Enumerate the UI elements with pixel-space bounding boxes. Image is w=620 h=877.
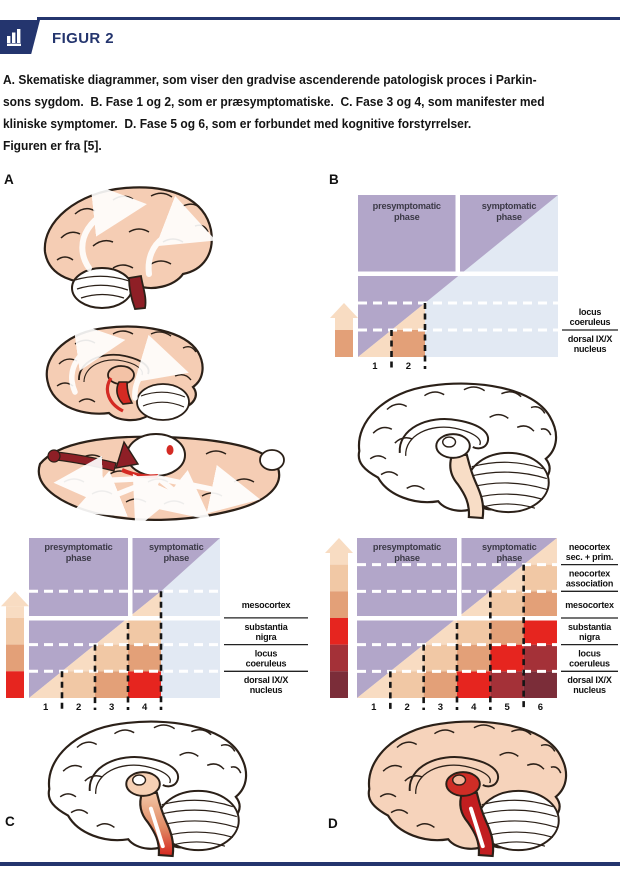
phase-label-presymptomatic: presymptomatic phase (373, 201, 441, 222)
severity-arrow-band (6, 671, 24, 698)
brain-sagittal-c (32, 710, 262, 858)
stage-number: 2 (406, 361, 411, 372)
figure-title: FIGUR 2 (52, 30, 114, 47)
brain-sagittal-b (342, 372, 572, 520)
severity-arrow-band (330, 552, 348, 565)
header-rule (37, 17, 620, 20)
panel-a-label: A (4, 172, 14, 187)
severity-arrow-band (330, 617, 348, 645)
stage-number: 1 (372, 361, 378, 372)
severity-arrow-band (6, 617, 24, 645)
severity-arrow-head (325, 537, 353, 553)
region-label-mesocortex: mesocortex (242, 600, 291, 610)
region-label-locus-coeruleus: locus coeruleus (246, 648, 287, 668)
caption-line: Figuren er fra [5]. (3, 138, 102, 153)
brain-sagittal-d (352, 710, 582, 858)
severity-arrow-band (330, 671, 348, 698)
severity-arrow-band (330, 564, 348, 592)
region-label-dorsal-ix/x-nucleus: dorsal IX/X nucleus (567, 675, 612, 695)
figure-badge (0, 20, 40, 54)
region-label-substantia-nigra: substantia nigra (244, 622, 288, 642)
region-label-locus-coeruleus: locus coeruleus (569, 648, 610, 668)
caption-line: kliniske symptomer. D. Fase 5 og 6, som … (3, 116, 472, 131)
region-label-neocortex-association: neocortex association (566, 568, 613, 588)
severity-arrow-band (335, 318, 353, 330)
brain-ventral-illustration (30, 430, 293, 522)
bar-chart-icon (7, 29, 21, 46)
severity-arrow-band (330, 644, 348, 672)
severity-arrow-band (6, 606, 24, 618)
caption-line: sons sygdom. B. Fase 1 og 2, som er præs… (3, 94, 545, 109)
figure-caption: A. Skematiske diagrammer, som viser den … (3, 69, 620, 157)
footer-rule (0, 862, 620, 866)
stair-diagram-b: 1 2 presymptomatic phase symptomatic phase loc… (330, 195, 618, 372)
panel-b-label: B (329, 172, 339, 187)
phase-label-presymptomatic: presymptomatic phase (373, 542, 441, 563)
caption-line: A. Skematiske diagrammer, som viser den … (3, 72, 537, 87)
severity-arrow-band (330, 591, 348, 618)
region-label-substantia-nigra: substantia nigra (568, 622, 612, 642)
brain-medial-illustration (35, 318, 215, 430)
severity-arrow-head (1, 591, 29, 607)
phase-label-symptomatic: symptomatic phase (482, 542, 537, 563)
panel-d-label: D (328, 816, 338, 831)
region-label-locus-coeruleus: locus coeruleus (570, 307, 611, 327)
region-label-dorsal-ix/x-nucleus: dorsal IX/X nucleus (568, 334, 613, 354)
region-label-dorsal-ix/x-nucleus: dorsal IX/X nucleus (244, 675, 289, 695)
severity-arrow-head (330, 303, 358, 318)
phase-label-symptomatic: symptomatic phase (482, 201, 537, 222)
region-label-neocortex-sec.-+-prim.: neocortex sec. + prim. (566, 542, 613, 562)
panel-c-label: C (5, 814, 15, 829)
region-label-mesocortex: mesocortex (565, 600, 614, 610)
phase-label-symptomatic: symptomatic phase (149, 542, 204, 563)
severity-arrow-band (6, 644, 24, 672)
brain-lateral-illustration (33, 176, 218, 318)
severity-arrow-band (335, 330, 353, 357)
phase-label-presymptomatic: presymptomatic phase (44, 542, 112, 563)
